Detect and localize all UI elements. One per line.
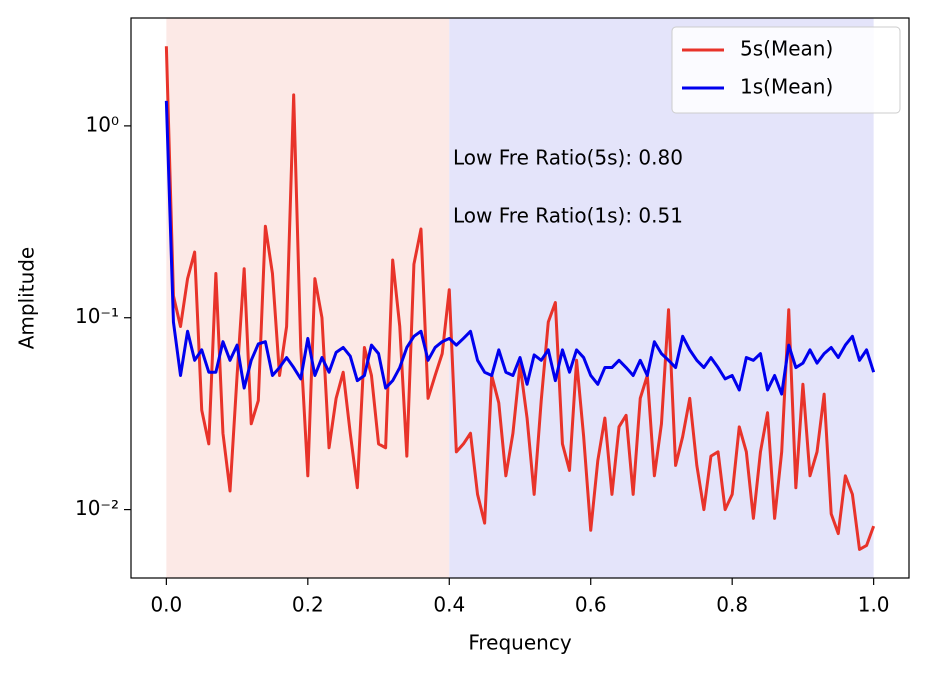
- x-tick-label: 0.4: [433, 593, 465, 617]
- y-axis-label: Amplitude: [15, 247, 39, 350]
- x-tick-label: 1.0: [858, 593, 890, 617]
- x-tick-label: 0.6: [575, 593, 607, 617]
- plot-frame: [130, 17, 910, 579]
- y-tick-label: 10⁻¹: [75, 304, 119, 328]
- annotation: Low Fre Ratio(1s): 0.51: [453, 204, 683, 228]
- x-axis-label: Frequency: [468, 631, 571, 655]
- shaded-region: [166, 18, 450, 578]
- legend-box: [671, 26, 901, 114]
- y-tick-label: 10⁻²: [75, 496, 119, 520]
- data-line: [164, 100, 876, 396]
- x-tick-label: 0.8: [716, 593, 748, 617]
- legend-label: 5s(Mean): [740, 37, 833, 61]
- x-tick-label: 0.0: [150, 593, 182, 617]
- x-tick-label: 0.2: [292, 593, 324, 617]
- legend-label: 1s(Mean): [740, 75, 833, 99]
- data-line: [164, 46, 876, 551]
- y-tick-label: 10⁰: [86, 112, 119, 136]
- annotation: Low Fre Ratio(5s): 0.80: [453, 146, 683, 170]
